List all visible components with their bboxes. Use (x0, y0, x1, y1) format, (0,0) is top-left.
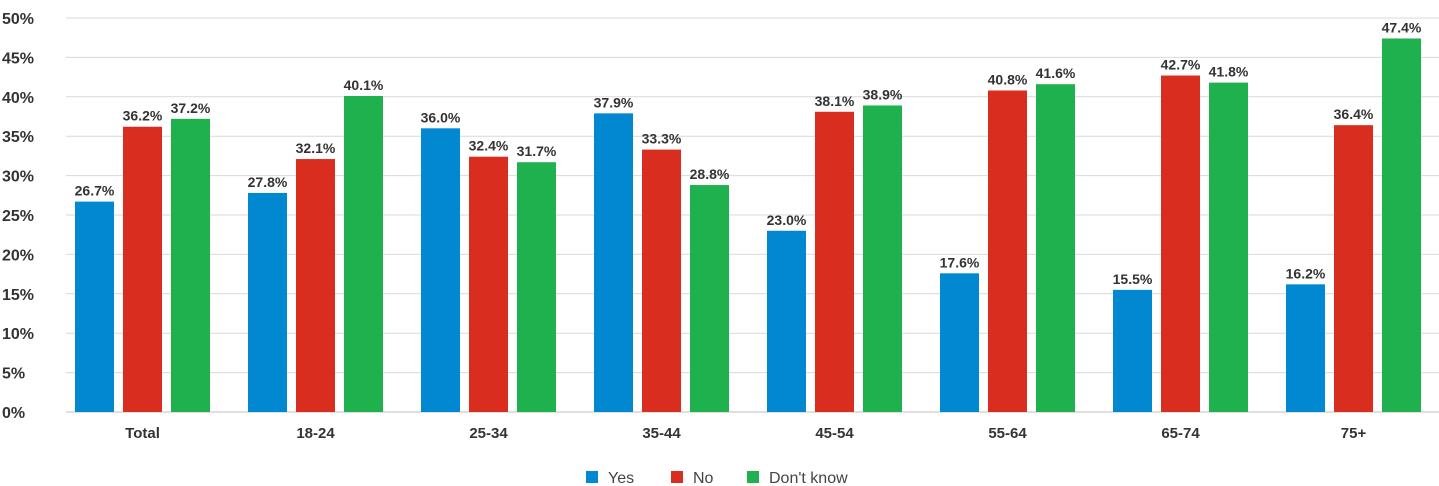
data-label: 16.2% (1286, 265, 1326, 281)
y-axis: 0% 5% 10% 15% 20% 25% 30% 35% 40% 45% 50% (2, 11, 34, 422)
bar-yes-18-24 (248, 192, 287, 412)
data-label: 47.4% (1382, 19, 1422, 35)
bar-don-t-know-18-24 (344, 96, 383, 413)
data-label: 38.9% (863, 86, 903, 102)
legend-swatch (747, 471, 759, 483)
legend-label: No (693, 470, 714, 486)
bar-don-t-know-55-64 (1036, 84, 1075, 412)
bar-yes-25-34 (421, 128, 460, 412)
y-tick-label: 30% (2, 169, 34, 186)
x-tick-label: 18-24 (296, 425, 335, 442)
bar-don-t-know-65-74 (1209, 82, 1248, 412)
data-label: 27.8% (248, 174, 288, 190)
data-label: 17.6% (940, 254, 980, 270)
bars (75, 38, 1421, 413)
bar-don-t-know-45-54 (863, 105, 902, 412)
data-label: 36.0% (421, 109, 461, 125)
x-tick-label: 55-64 (988, 425, 1027, 442)
data-label: 36.2% (123, 108, 163, 124)
legend-label: Yes (608, 470, 634, 486)
bar-yes-55-64 (940, 273, 979, 412)
bar-don-t-know-Total (171, 118, 210, 412)
bar-no-75- (1334, 125, 1373, 412)
bar-no-Total (123, 126, 162, 412)
legend-item-no: No (671, 470, 714, 486)
legend-item-don-t-know: Don't know (747, 470, 848, 486)
legend: Yes No Don't know (586, 470, 848, 486)
x-tick-label: 65-74 (1161, 425, 1200, 442)
legend-label: Don't know (769, 470, 848, 486)
bar-yes-75- (1286, 284, 1325, 412)
bar-no-65-74 (1161, 75, 1200, 413)
bar-don-t-know-35-44 (690, 185, 729, 412)
data-label: 38.1% (815, 93, 855, 109)
bar-don-t-know-75- (1382, 38, 1421, 412)
data-label: 23.0% (767, 212, 807, 228)
data-label: 36.4% (1334, 106, 1374, 122)
x-tick-label: 45-54 (815, 425, 854, 442)
data-label: 32.4% (469, 138, 509, 154)
bar-yes-35-44 (594, 113, 633, 413)
data-label: 32.1% (296, 140, 336, 156)
legend-swatch (586, 471, 598, 483)
data-label: 37.2% (171, 100, 211, 116)
data-labels: 26.7% 36.2% 37.2% 27.8% 32.1% 40.1% 36.0% 32.4%… (75, 19, 1422, 286)
y-tick-label: 25% (2, 208, 34, 225)
bar-yes-65-74 (1113, 289, 1152, 412)
y-tick-label: 15% (2, 287, 34, 304)
data-label: 41.8% (1209, 64, 1249, 80)
gridlines (66, 17, 1439, 413)
bar-no-18-24 (296, 159, 335, 412)
data-label: 31.7% (517, 143, 557, 159)
y-tick-label: 40% (2, 90, 34, 107)
legend-item-yes: Yes (586, 470, 634, 486)
data-label: 42.7% (1161, 57, 1201, 73)
bar-no-35-44 (642, 149, 681, 412)
data-label: 26.7% (75, 183, 115, 199)
x-tick-label: 35-44 (642, 425, 681, 442)
y-tick-label: 5% (2, 366, 25, 383)
x-tick-label: 25-34 (469, 425, 508, 442)
data-label: 40.1% (344, 77, 384, 93)
bar-no-55-64 (988, 90, 1027, 412)
y-tick-label: 45% (2, 50, 34, 67)
data-label: 37.9% (594, 94, 634, 110)
x-tick-label: Total (125, 425, 160, 442)
data-label: 41.6% (1036, 65, 1076, 81)
data-label: 40.8% (988, 71, 1028, 87)
y-tick-label: 0% (2, 405, 25, 422)
x-axis: Total 18-24 25-34 35-44 45-54 55-64 65-74 75+ (125, 425, 1366, 442)
data-label: 15.5% (1113, 271, 1153, 287)
y-tick-label: 20% (2, 247, 34, 264)
bar-don-t-know-25-34 (517, 162, 556, 412)
bar-yes-45-54 (767, 230, 806, 412)
y-tick-label: 50% (2, 11, 34, 28)
bar-yes-Total (75, 201, 114, 412)
y-tick-label: 10% (2, 326, 34, 343)
data-label: 28.8% (690, 166, 730, 182)
x-tick-label: 75+ (1341, 425, 1367, 442)
legend-swatch (671, 471, 683, 483)
bar-no-45-54 (815, 111, 854, 412)
bar-no-25-34 (469, 156, 508, 412)
y-tick-label: 35% (2, 129, 34, 146)
data-label: 33.3% (642, 131, 682, 147)
